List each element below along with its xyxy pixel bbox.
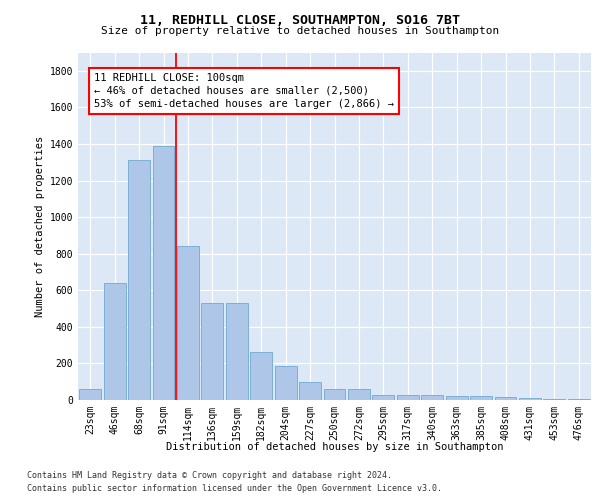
Bar (299, 382, 321, 400)
Text: Size of property relative to detached houses in Southampton: Size of property relative to detached ho… (101, 26, 499, 36)
Bar (250, 352, 272, 400)
Bar (397, 394, 419, 400)
Bar (152, 146, 175, 400)
Bar (494, 398, 517, 400)
Bar (226, 303, 248, 400)
Bar (568, 399, 590, 400)
Bar (79, 389, 101, 400)
Text: 11, REDHILL CLOSE, SOUTHAMPTON, SO16 7BT: 11, REDHILL CLOSE, SOUTHAMPTON, SO16 7BT (140, 14, 460, 27)
Text: Contains public sector information licensed under the Open Government Licence v3: Contains public sector information licen… (27, 484, 442, 493)
Bar (519, 398, 541, 400)
Bar (104, 283, 125, 400)
Bar (128, 160, 150, 400)
Text: Contains HM Land Registry data © Crown copyright and database right 2024.: Contains HM Land Registry data © Crown c… (27, 471, 392, 480)
Bar (202, 303, 223, 400)
Text: 11 REDHILL CLOSE: 100sqm
← 46% of detached houses are smaller (2,500)
53% of sem: 11 REDHILL CLOSE: 100sqm ← 46% of detach… (94, 72, 394, 109)
Bar (446, 396, 467, 400)
Bar (348, 389, 370, 400)
Bar (177, 246, 199, 400)
Bar (323, 389, 346, 400)
Bar (544, 399, 565, 400)
Text: Distribution of detached houses by size in Southampton: Distribution of detached houses by size … (166, 442, 503, 452)
Y-axis label: Number of detached properties: Number of detached properties (35, 136, 46, 317)
Bar (373, 394, 394, 400)
Bar (470, 396, 492, 400)
Bar (421, 394, 443, 400)
Bar (275, 366, 296, 400)
